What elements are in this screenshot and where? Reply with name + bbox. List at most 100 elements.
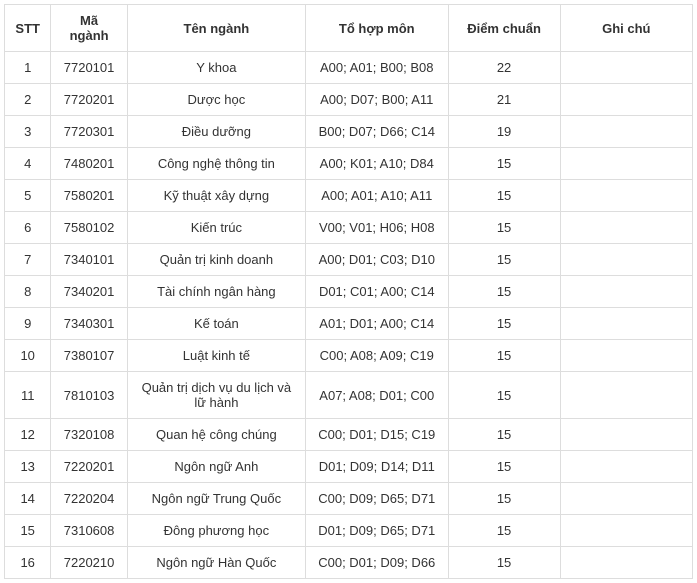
cell-to_hop_mon: C00; D01; D09; D66 <box>305 547 448 579</box>
cell-stt: 7 <box>5 244 51 276</box>
cell-diem_chuan: 15 <box>448 148 560 180</box>
cell-ma_nganh: 7340101 <box>51 244 127 276</box>
cell-diem_chuan: 15 <box>448 483 560 515</box>
cell-to_hop_mon: A07; A08; D01; C00 <box>305 372 448 419</box>
cell-ma_nganh: 7810103 <box>51 372 127 419</box>
cell-ghi_chu <box>560 547 692 579</box>
table-row: 137220201Ngôn ngữ AnhD01; D09; D14; D111… <box>5 451 693 483</box>
cell-ma_nganh: 7580201 <box>51 180 127 212</box>
cell-stt: 5 <box>5 180 51 212</box>
table-row: 127320108Quan hệ công chúngC00; D01; D15… <box>5 419 693 451</box>
column-header-ghi_chu: Ghi chú <box>560 5 692 52</box>
table-row: 27720201Dược họcA00; D07; B00; A1121 <box>5 84 693 116</box>
cell-stt: 16 <box>5 547 51 579</box>
cell-ten_nganh: Ngôn ngữ Hàn Quốc <box>127 547 305 579</box>
cell-ma_nganh: 7480201 <box>51 148 127 180</box>
cell-ten_nganh: Tài chính ngân hàng <box>127 276 305 308</box>
cell-to_hop_mon: A00; A01; B00; B08 <box>305 52 448 84</box>
admission-scores-table: STTMã ngànhTên ngànhTổ hợp mônĐiểm chuẩn… <box>4 4 693 579</box>
cell-diem_chuan: 15 <box>448 451 560 483</box>
cell-diem_chuan: 21 <box>448 84 560 116</box>
cell-to_hop_mon: A00; D01; C03; D10 <box>305 244 448 276</box>
cell-ma_nganh: 7220210 <box>51 547 127 579</box>
column-header-ma_nganh: Mã ngành <box>51 5 127 52</box>
cell-ma_nganh: 7720101 <box>51 52 127 84</box>
cell-ten_nganh: Ngôn ngữ Anh <box>127 451 305 483</box>
cell-diem_chuan: 15 <box>448 340 560 372</box>
cell-ghi_chu <box>560 419 692 451</box>
cell-diem_chuan: 15 <box>448 419 560 451</box>
table-row: 87340201Tài chính ngân hàngD01; C01; A00… <box>5 276 693 308</box>
cell-to_hop_mon: A00; A01; A10; A11 <box>305 180 448 212</box>
table-body: 17720101Y khoaA00; A01; B00; B0822277202… <box>5 52 693 579</box>
cell-stt: 3 <box>5 116 51 148</box>
cell-diem_chuan: 22 <box>448 52 560 84</box>
cell-diem_chuan: 15 <box>448 244 560 276</box>
cell-ma_nganh: 7380107 <box>51 340 127 372</box>
table-row: 67580102Kiến trúcV00; V01; H06; H0815 <box>5 212 693 244</box>
table-row: 117810103Quản trị dịch vụ du lịch và lữ … <box>5 372 693 419</box>
cell-ghi_chu <box>560 84 692 116</box>
cell-stt: 15 <box>5 515 51 547</box>
cell-to_hop_mon: B00; D07; D66; C14 <box>305 116 448 148</box>
table-row: 77340101Quản trị kinh doanhA00; D01; C03… <box>5 244 693 276</box>
cell-diem_chuan: 15 <box>448 372 560 419</box>
cell-ten_nganh: Y khoa <box>127 52 305 84</box>
column-header-to_hop_mon: Tổ hợp môn <box>305 5 448 52</box>
cell-diem_chuan: 15 <box>448 547 560 579</box>
cell-ma_nganh: 7580102 <box>51 212 127 244</box>
cell-ma_nganh: 7220201 <box>51 451 127 483</box>
table-row: 17720101Y khoaA00; A01; B00; B0822 <box>5 52 693 84</box>
table-row: 157310608Đông phương họcD01; D09; D65; D… <box>5 515 693 547</box>
cell-ma_nganh: 7720301 <box>51 116 127 148</box>
cell-ghi_chu <box>560 180 692 212</box>
table-row: 47480201Công nghệ thông tinA00; K01; A10… <box>5 148 693 180</box>
cell-ten_nganh: Công nghệ thông tin <box>127 148 305 180</box>
cell-ten_nganh: Đông phương học <box>127 515 305 547</box>
cell-ghi_chu <box>560 451 692 483</box>
cell-ten_nganh: Luật kinh tế <box>127 340 305 372</box>
table-row: 37720301Điều dưỡngB00; D07; D66; C1419 <box>5 116 693 148</box>
cell-ma_nganh: 7340201 <box>51 276 127 308</box>
cell-ten_nganh: Quản trị kinh doanh <box>127 244 305 276</box>
cell-diem_chuan: 19 <box>448 116 560 148</box>
cell-stt: 9 <box>5 308 51 340</box>
cell-ma_nganh: 7720201 <box>51 84 127 116</box>
cell-ghi_chu <box>560 515 692 547</box>
cell-stt: 1 <box>5 52 51 84</box>
column-header-ten_nganh: Tên ngành <box>127 5 305 52</box>
table-row: 167220210Ngôn ngữ Hàn QuốcC00; D01; D09;… <box>5 547 693 579</box>
cell-ma_nganh: 7340301 <box>51 308 127 340</box>
cell-diem_chuan: 15 <box>448 212 560 244</box>
column-header-stt: STT <box>5 5 51 52</box>
cell-ten_nganh: Quản trị dịch vụ du lịch và lữ hành <box>127 372 305 419</box>
cell-to_hop_mon: D01; D09; D65; D71 <box>305 515 448 547</box>
cell-stt: 2 <box>5 84 51 116</box>
cell-ten_nganh: Điều dưỡng <box>127 116 305 148</box>
cell-ghi_chu <box>560 483 692 515</box>
cell-ghi_chu <box>560 148 692 180</box>
cell-stt: 6 <box>5 212 51 244</box>
cell-to_hop_mon: C00; A08; A09; C19 <box>305 340 448 372</box>
cell-ma_nganh: 7310608 <box>51 515 127 547</box>
column-header-diem_chuan: Điểm chuẩn <box>448 5 560 52</box>
cell-ghi_chu <box>560 116 692 148</box>
cell-to_hop_mon: D01; D09; D14; D11 <box>305 451 448 483</box>
cell-ten_nganh: Kỹ thuật xây dựng <box>127 180 305 212</box>
cell-stt: 11 <box>5 372 51 419</box>
cell-ten_nganh: Kiến trúc <box>127 212 305 244</box>
cell-ten_nganh: Quan hệ công chúng <box>127 419 305 451</box>
cell-to_hop_mon: C00; D01; D15; C19 <box>305 419 448 451</box>
cell-diem_chuan: 15 <box>448 515 560 547</box>
cell-diem_chuan: 15 <box>448 180 560 212</box>
cell-ghi_chu <box>560 52 692 84</box>
cell-to_hop_mon: A00; K01; A10; D84 <box>305 148 448 180</box>
cell-ghi_chu <box>560 308 692 340</box>
cell-stt: 14 <box>5 483 51 515</box>
header-row: STTMã ngànhTên ngànhTổ hợp mônĐiểm chuẩn… <box>5 5 693 52</box>
cell-ghi_chu <box>560 212 692 244</box>
cell-stt: 10 <box>5 340 51 372</box>
cell-to_hop_mon: D01; C01; A00; C14 <box>305 276 448 308</box>
cell-ghi_chu <box>560 244 692 276</box>
cell-stt: 8 <box>5 276 51 308</box>
